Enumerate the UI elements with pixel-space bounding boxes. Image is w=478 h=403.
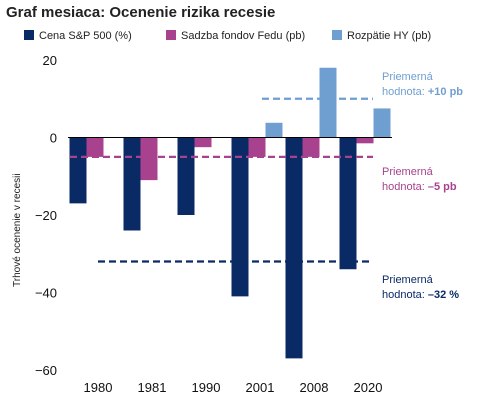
bar-fed-rate-2008 xyxy=(302,137,320,157)
average-label-line2: hodnota: +10 pb xyxy=(382,86,463,98)
average-lines: Priemerná hodnota: +10 pb Priemerná hodnota… xyxy=(70,71,463,301)
bar-fed-rate-1980 xyxy=(86,137,104,157)
x-tick-label-1990: 1990 xyxy=(192,380,221,395)
average-label-line1: Priemerná xyxy=(382,71,434,83)
legend-label-fed-rate: Sadzba fondov Fedu (pb) xyxy=(181,30,305,42)
bars xyxy=(69,67,391,359)
bar-sp500-2020 xyxy=(339,137,357,270)
bar-fed-rate-2001 xyxy=(248,137,266,157)
legend: Cena S&P 500 (%) Sadzba fondov Fedu (pb)… xyxy=(24,30,431,42)
bar-fed-rate-2020 xyxy=(356,137,374,144)
y-tick-label: −20 xyxy=(35,208,57,223)
legend-label-hy-spread: Rozpätie HY (pb) xyxy=(347,30,431,42)
y-tick-label: 0 xyxy=(50,131,57,146)
x-tick-label-2008: 2008 xyxy=(300,380,329,395)
legend-swatch-hy-spread xyxy=(332,30,342,40)
y-tick-label: −40 xyxy=(35,286,57,301)
bar-sp500-2001 xyxy=(231,137,249,297)
bar-hy-spread-2001 xyxy=(265,122,283,138)
bar-hy-spread-2020 xyxy=(373,108,391,138)
legend-swatch-fed-rate xyxy=(166,30,176,40)
x-tick-label-1981: 1981 xyxy=(138,380,167,395)
y-axis-ticks: 20 0 −20 −40 −60 xyxy=(35,53,57,378)
average-value: –32 % xyxy=(428,289,459,301)
bar-sp500-1980 xyxy=(69,137,87,204)
average-value: +10 pb xyxy=(428,86,463,98)
x-tick-label-1980: 1980 xyxy=(84,380,113,395)
bar-sp500-1990 xyxy=(177,137,195,215)
x-tick-label-2001: 2001 xyxy=(246,380,275,395)
chart-title: Graf mesiaca: Ocenenie rizika recesie xyxy=(6,4,275,21)
average-value: –5 pb xyxy=(428,181,457,193)
x-tick-label-2020: 2020 xyxy=(354,380,383,395)
bar-fed-rate-1990 xyxy=(194,137,212,148)
y-tick-label: 20 xyxy=(43,53,57,68)
y-tick-label: −60 xyxy=(35,363,57,378)
bar-sp500-1981 xyxy=(123,137,141,231)
average-label-line2: hodnota: –5 pb xyxy=(382,181,457,193)
bar-fed-rate-1981 xyxy=(140,137,158,181)
legend-swatch-sp500 xyxy=(24,30,34,40)
legend-label-sp500: Cena S&P 500 (%) xyxy=(39,30,132,42)
y-axis-label: Trhové ocenenie v recesii xyxy=(12,173,23,287)
bar-hy-spread-2008 xyxy=(319,67,337,138)
average-label-line1: Priemerná xyxy=(382,274,434,286)
x-axis-ticks: 1980 1981 1990 2001 2008 2020 xyxy=(84,380,383,395)
average-label-line2: hodnota: –32 % xyxy=(382,289,459,301)
average-label-line1: Priemerná xyxy=(382,166,434,178)
bar-sp500-2008 xyxy=(285,137,303,359)
